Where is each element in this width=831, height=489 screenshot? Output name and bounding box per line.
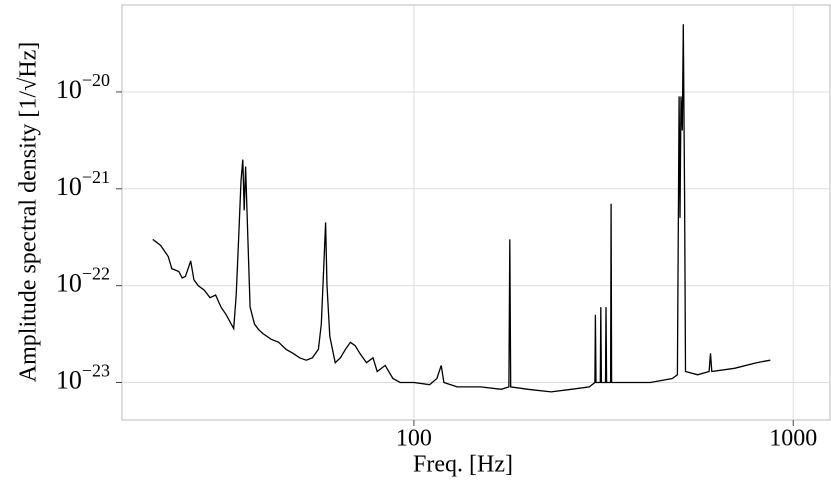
spectrum-line (152, 24, 771, 393)
y-tick-base: 10 (56, 365, 82, 394)
x-axis-label: Freq. [Hz] (413, 452, 513, 478)
plot-frame (121, 4, 831, 421)
y-tick-label: 10−21 (56, 167, 110, 201)
y-tick-exponent: −23 (82, 361, 110, 381)
y-tick-base: 10 (56, 75, 82, 104)
y-tick-label: 10−20 (56, 70, 110, 104)
y-tick-exponent: −21 (82, 167, 110, 187)
y-axis-label: Amplitude spectral density [1/√Hz] (16, 42, 42, 382)
y-tick-exponent: −22 (82, 264, 110, 284)
y-tick-label: 10−22 (56, 264, 110, 298)
y-tick-exponent: −20 (82, 70, 110, 90)
y-tick-base: 10 (56, 172, 82, 201)
y-tick-label: 10−23 (56, 361, 110, 395)
y-tick-base: 10 (56, 269, 82, 298)
x-tick-label: 1000 (769, 426, 817, 452)
x-tick-label: 100 (396, 426, 432, 452)
